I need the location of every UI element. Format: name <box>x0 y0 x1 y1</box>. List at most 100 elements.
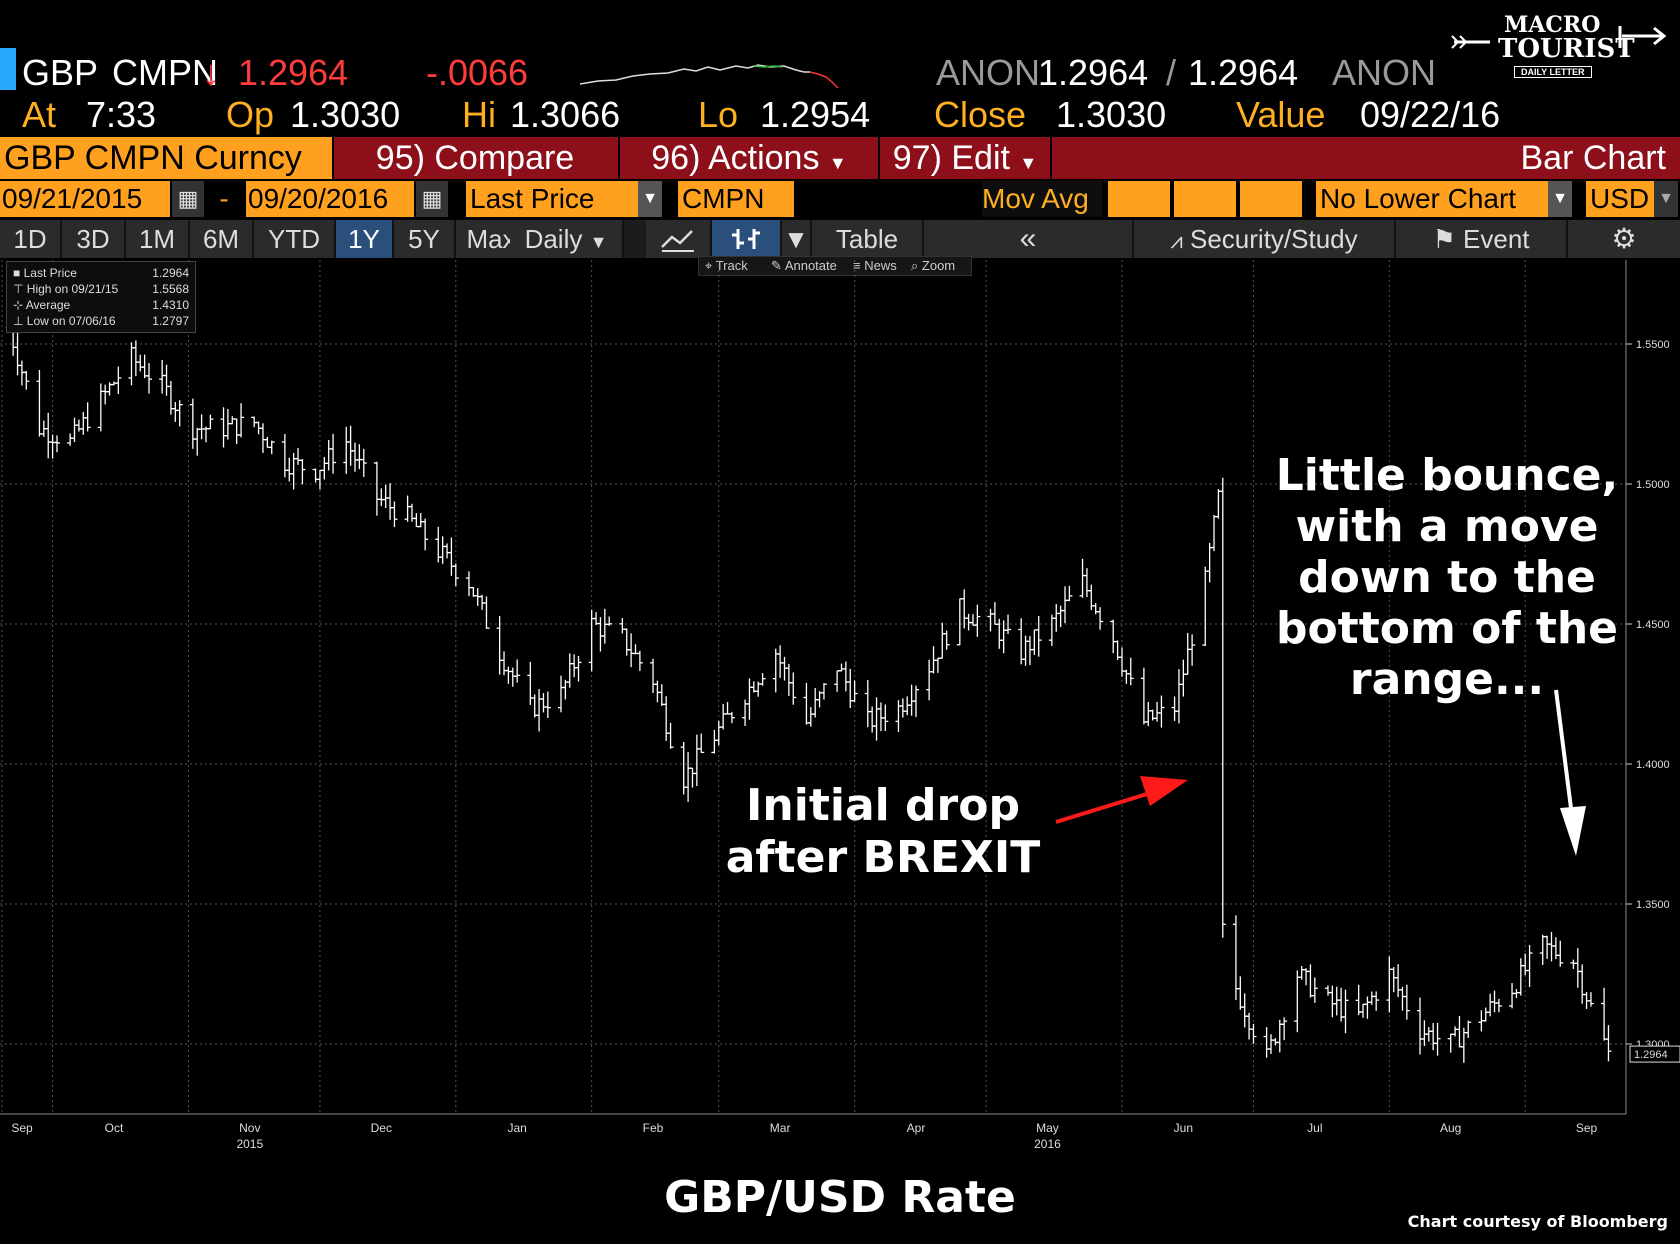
currency-field[interactable]: USD <box>1586 181 1654 217</box>
period-button-1m[interactable]: 1M <box>126 220 190 258</box>
source-field[interactable]: CMPN <box>678 181 794 217</box>
chevron-down-icon[interactable]: ▼ <box>638 181 662 217</box>
value-date: 09/22/16 <box>1360 94 1501 135</box>
annotation-line: Little bounce, <box>1275 450 1619 501</box>
news-button[interactable]: ≡ News <box>853 258 897 273</box>
period-button-1d[interactable]: 1D <box>0 220 62 258</box>
chevron-down-icon[interactable]: ▼ <box>1654 181 1678 217</box>
period-button-6m[interactable]: 6M <box>190 220 254 258</box>
net-change: -.0066 <box>426 52 529 93</box>
period-button-5y[interactable]: 5Y <box>394 220 456 258</box>
actions-label: 96) Actions <box>651 139 820 177</box>
close-label: Close <box>934 94 1027 135</box>
end-date-field[interactable]: 09/20/2016 <box>246 181 414 217</box>
collapse-icon[interactable]: « <box>924 220 1134 258</box>
macro-tourist-logo: MACRO TOURIST DAILY LETTER <box>1450 12 1674 88</box>
y-tick-label: 1.5000 <box>1636 479 1670 491</box>
x-tick-label: Sep <box>11 1121 33 1135</box>
flag-icon: ⚑ <box>1432 224 1456 254</box>
x-tick-label: May <box>1036 1121 1059 1135</box>
bar-chart-icon[interactable] <box>712 220 782 258</box>
security-field[interactable]: GBP CMPN Curncy <box>0 137 334 179</box>
high-value: 1.3066 <box>510 94 621 135</box>
close-value: 1.3030 <box>1056 94 1167 135</box>
security-study-label: Security/Study <box>1190 224 1358 254</box>
legend-label: Average <box>25 298 71 312</box>
event-button[interactable]: ⚑ Event <box>1396 220 1568 258</box>
sparkline-white <box>579 64 810 85</box>
zoom-button[interactable]: ⌕ Zoom <box>911 258 955 274</box>
field-select[interactable]: Last Price <box>466 181 638 217</box>
pricing-source: CMPN <box>112 52 218 93</box>
security-study-button[interactable]: ⩘ Security/Study <box>1134 220 1396 258</box>
annotation-line: bottom of the <box>1275 603 1619 654</box>
bid-ask-separator: / <box>1166 52 1177 93</box>
edit-label: 97) Edit <box>892 139 1010 177</box>
table-button[interactable]: Table <box>812 220 924 258</box>
gear-icon[interactable]: ⚙ <box>1568 220 1680 258</box>
logo-line3: DAILY LETTER <box>1514 66 1592 78</box>
chart-legend: ■ Last Price 1.2964 ⊤ High on 09/21/15 1.5… <box>6 261 196 333</box>
annotation-line: down to the <box>1298 552 1596 603</box>
legend-value: 1.2797 <box>152 314 189 328</box>
function-bar: GBP CMPN Curncy 95) Compare 96) Actions … <box>0 137 1680 179</box>
y-tick-label: 1.3500 <box>1636 899 1670 911</box>
period-button-1y[interactable]: 1Y <box>336 220 394 258</box>
crosshair-icon: ⌖ <box>705 258 713 273</box>
mov-avg-input-2[interactable] <box>1174 181 1236 217</box>
x-tick-label: Jun <box>1174 1121 1193 1135</box>
x-tick-label: Sep <box>1576 1121 1598 1135</box>
start-date-field[interactable]: 09/21/2015 <box>0 181 170 217</box>
legend-last-price: ■ Last Price 1.2964 <box>13 266 189 282</box>
logo-line2: TOURIST <box>1498 34 1635 64</box>
edit-menu[interactable]: 97) Edit ▼ <box>880 137 1052 179</box>
mov-avg-input-3[interactable] <box>1240 181 1302 217</box>
period-button-ytd[interactable]: YTD <box>254 220 336 258</box>
ohlc-line: At 7:33 Op 1.3030 Hi 1.3066 Lo 1.2954 Cl… <box>0 94 1680 138</box>
at-label: At <box>22 94 57 135</box>
actions-menu[interactable]: 96) Actions ▼ <box>620 137 880 179</box>
calendar-icon[interactable]: ▦ <box>416 181 448 217</box>
lower-chart-select[interactable]: No Lower Chart <box>1316 181 1548 217</box>
x-tick-label: Mar <box>770 1121 791 1135</box>
track-button[interactable]: ⌖ Track <box>705 258 748 274</box>
zoom-label: Zoom <box>921 258 956 273</box>
at-time: 7:33 <box>86 94 157 135</box>
annotation-line: Initial drop <box>746 780 1020 831</box>
x-tick-label: Jul <box>1307 1121 1322 1135</box>
chevron-down-icon[interactable]: ▼ <box>1548 181 1572 217</box>
track-label: Track <box>715 258 748 273</box>
compare-button[interactable]: 95) Compare <box>332 137 620 179</box>
x-tick-label: Dec <box>371 1121 392 1135</box>
x-tick-label: Feb <box>643 1121 664 1135</box>
mov-avg-input-1[interactable] <box>1108 181 1170 217</box>
calendar-icon[interactable]: ▦ <box>172 181 204 217</box>
annotate-button[interactable]: ✎ Annotate <box>771 258 837 274</box>
period-button-3d[interactable]: 3D <box>62 220 126 258</box>
chevron-down-icon[interactable]: ▼ <box>782 220 812 258</box>
line-chart-icon[interactable] <box>646 220 712 258</box>
high-label: Hi <box>462 94 496 135</box>
sparkline-green <box>753 65 783 68</box>
chart-credit: Chart courtesy of Bloomberg <box>1407 1212 1668 1231</box>
annotate-label: Annotate <box>784 258 837 273</box>
period-bar: 1D 3D 1M 6M YTD 1Y 5Y Max Daily ▼ ▼ Table « ⩘ S… <box>0 220 1680 258</box>
chart-caption: GBP/USD Rate <box>664 1172 1016 1223</box>
price-chart[interactable]: Sep Oct Nov Dec Jan Feb Mar Apr May Jun Jul Aug Sep 2… <box>0 260 1680 1160</box>
annotation-line: after BREXIT <box>725 832 1041 883</box>
low-value: 1.2954 <box>760 94 871 135</box>
x-tick-label: Nov <box>239 1121 260 1135</box>
pencil-icon: ✎ <box>771 258 782 273</box>
security-marker <box>0 48 16 90</box>
moving-average-label: Mov Avg <box>982 181 1102 217</box>
legend-high: ⊤ High on 09/21/15 1.5568 <box>13 282 189 298</box>
logo-arrows <box>1451 26 1667 49</box>
logo-line1: MACRO <box>1504 12 1601 38</box>
x-tick-label: Jan <box>507 1121 526 1135</box>
frequency-label: Daily <box>524 224 583 254</box>
quote-line: GBP CMPN ↓ 1.2964 -.0066 ANON 1.2964 / 1… <box>0 50 1436 94</box>
x-tick-label: Oct <box>105 1121 124 1135</box>
down-arrow-icon: ↓ <box>202 52 220 93</box>
parameter-bar: 09/21/2015 ▦ - 09/20/2016 ▦ Last Price ▼… <box>0 181 1680 219</box>
frequency-select[interactable]: Daily ▼ <box>510 220 624 258</box>
